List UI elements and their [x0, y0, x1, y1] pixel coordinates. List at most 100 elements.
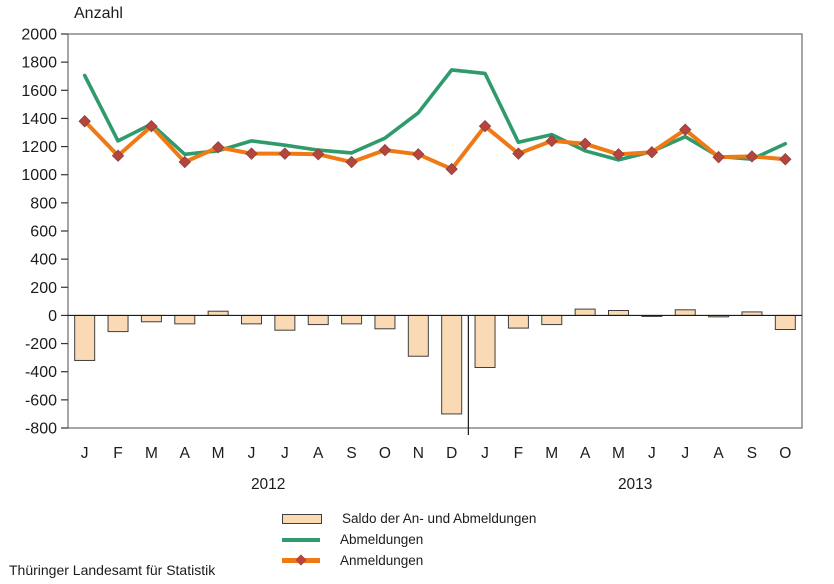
x-axis-year-labels: 2012 2013	[251, 476, 652, 493]
y-tick-label: 1600	[21, 83, 57, 100]
diamond-marker-icon	[645, 145, 659, 159]
y-tick-label: 200	[30, 280, 57, 297]
month-label: S	[747, 445, 757, 462]
diamond-marker-icon	[445, 162, 458, 176]
diamond-marker-icon	[245, 147, 258, 160]
y-axis-title: Anzahl	[74, 5, 123, 22]
diamond-marker-icon	[412, 148, 425, 161]
saldo-bar	[374, 314, 396, 330]
month-label: S	[346, 445, 356, 462]
saldo-bar	[307, 314, 329, 326]
diamond-marker-icon	[278, 147, 292, 160]
saldo-bar	[274, 314, 296, 331]
diamond-marker-icon	[745, 150, 759, 163]
diamond-marker-icon	[512, 147, 525, 160]
y-tick-label: 1800	[21, 55, 57, 72]
saldo-bar	[441, 314, 463, 415]
diamond-marker-icon	[712, 150, 725, 164]
month-label: M	[545, 445, 558, 462]
saldo-bar	[407, 314, 429, 357]
y-axis: 2000180016001400120010008006004002000-20…	[21, 27, 68, 438]
diamond-marker-icon	[111, 149, 125, 162]
month-label: F	[113, 445, 122, 462]
month-label: O	[379, 445, 391, 462]
saldo-bar	[541, 314, 563, 326]
saldo-bar	[107, 314, 129, 333]
diamond-marker-icon	[612, 148, 625, 161]
saldo-bar	[140, 314, 162, 323]
saldo-bar	[674, 309, 696, 316]
y-tick-label: 1000	[21, 167, 57, 184]
month-label: O	[779, 445, 791, 462]
legend-item-abmeldungen: Abmeldungen	[282, 529, 536, 550]
y-tick-label: 1400	[21, 111, 57, 128]
y-tick-label: 2000	[21, 27, 57, 44]
diamond-marker-icon	[545, 134, 558, 148]
month-label: J	[248, 445, 256, 462]
month-label: M	[612, 445, 625, 462]
chart-plot: 2000180016001400120010008006004002000-20…	[21, 27, 803, 493]
saldo-bar	[507, 314, 529, 329]
y-tick-label: 800	[30, 195, 57, 212]
diamond-marker-icon	[145, 119, 158, 133]
source-text: Thüringer Landesamt für Statistik	[9, 562, 216, 578]
saldo-bar	[608, 310, 629, 316]
diamond-marker-icon	[578, 137, 592, 150]
legend-label-anmeldungen: Anmeldungen	[340, 553, 424, 568]
month-label: J	[281, 445, 289, 462]
legend-label-saldo: Saldo der An- und Abmeldungen	[342, 511, 537, 526]
saldo-bar	[74, 314, 96, 361]
diamond-marker-icon	[478, 119, 492, 133]
y-tick-label: 400	[30, 252, 57, 269]
y-tick-label: 1200	[21, 139, 57, 156]
saldo-bar	[207, 310, 229, 316]
month-label: A	[713, 445, 724, 462]
saldo-bars	[74, 308, 796, 415]
saldo-bar	[174, 314, 196, 325]
diamond-marker-icon	[211, 141, 225, 154]
month-label: N	[413, 445, 424, 462]
saldo-bar	[474, 314, 496, 368]
saldo-bar-swatch	[282, 513, 322, 524]
y-tick-label: -400	[25, 364, 57, 381]
saldo-bar	[774, 314, 796, 330]
legend-item-saldo: Saldo der An- und Abmeldungen	[282, 508, 536, 529]
saldo-bar	[574, 308, 596, 316]
abmeldungen-line-swatch	[282, 537, 320, 542]
diamond-marker-icon	[345, 155, 358, 169]
y-tick-label: -200	[25, 336, 57, 353]
saldo-bar	[241, 314, 262, 325]
month-label: J	[681, 445, 689, 462]
month-label: D	[446, 445, 457, 462]
month-label: A	[313, 445, 324, 462]
legend-item-anmeldungen: Anmeldungen	[282, 550, 536, 571]
y-tick-label: 0	[48, 308, 57, 325]
diamond-marker-icon	[679, 123, 692, 136]
anmeldungen-line-swatch	[282, 554, 320, 566]
anmeldungen-markers	[78, 115, 792, 176]
anmeldungen-line	[82, 119, 788, 172]
month-label: J	[481, 445, 489, 462]
diamond-marker-icon	[779, 153, 792, 166]
month-label: M	[212, 445, 225, 462]
y-tick-label: 600	[30, 224, 57, 241]
saldo-bar	[341, 314, 363, 325]
y-tick-label: -800	[25, 421, 57, 438]
legend-label-abmeldungen: Abmeldungen	[340, 532, 424, 547]
diamond-marker-icon	[78, 115, 91, 128]
abmeldungen-line	[82, 68, 788, 162]
y-tick-label: -600	[25, 392, 57, 409]
diamond-marker-icon	[312, 148, 325, 161]
year-label: 2013	[618, 476, 652, 493]
legend: Saldo der An- und Abmeldungen Abmeldunge…	[282, 508, 536, 571]
month-label: J	[648, 445, 656, 462]
month-label: A	[580, 445, 591, 462]
month-label: A	[180, 445, 191, 462]
diamond-marker-icon	[295, 554, 307, 566]
month-label: J	[81, 445, 89, 462]
month-label: M	[145, 445, 158, 462]
diamond-marker-icon	[178, 155, 191, 169]
diamond-marker-icon	[378, 143, 392, 157]
